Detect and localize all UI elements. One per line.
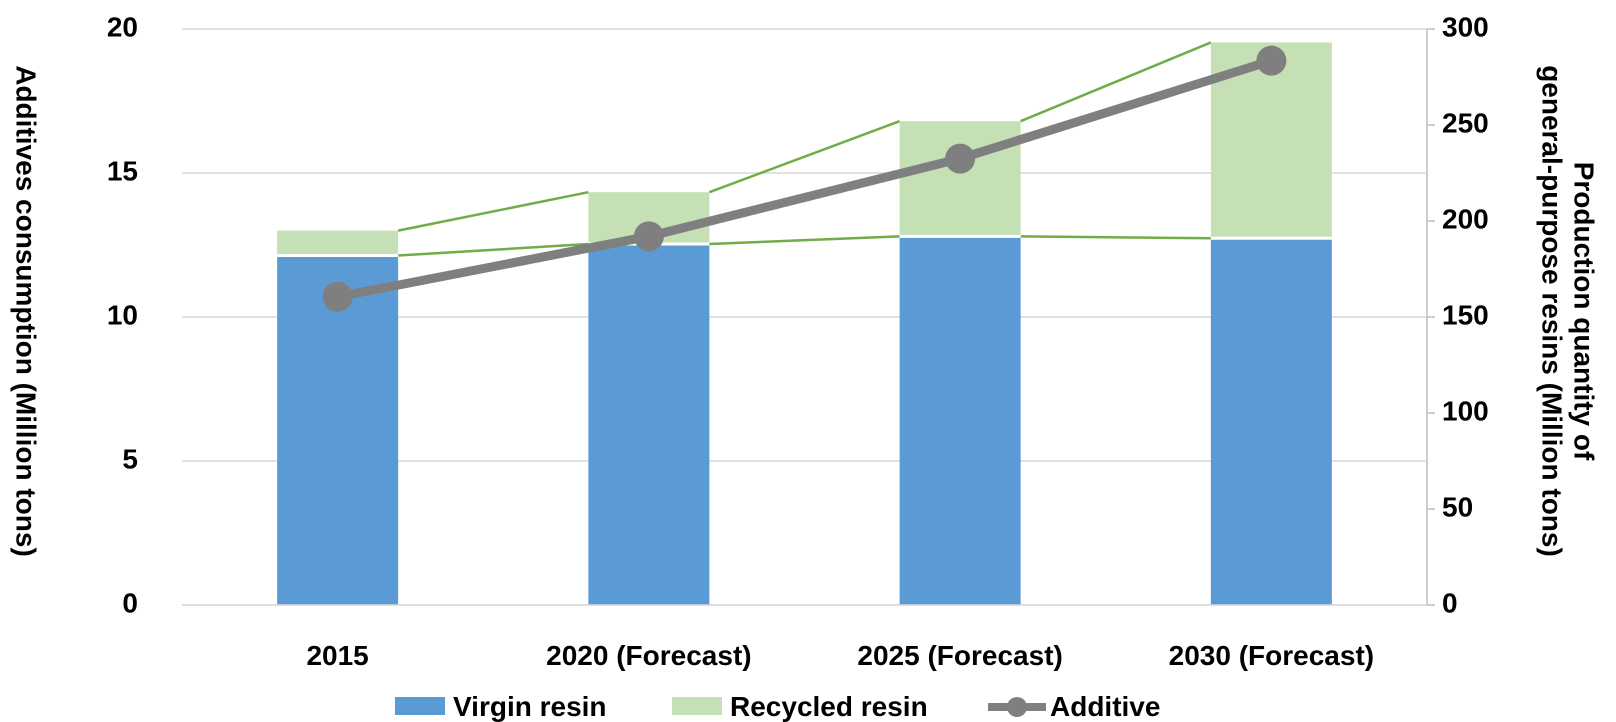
legend: Virgin resin Recycled resin Additive bbox=[395, 691, 1160, 722]
additive-point bbox=[322, 281, 353, 312]
right-tick-label: 200 bbox=[1442, 203, 1489, 234]
left-tick-label: 5 bbox=[122, 443, 138, 474]
x-axis-ticks: 2015 2020 (Forecast) 2025 (Forecast) 2030 (… bbox=[306, 640, 1374, 671]
additive-point bbox=[633, 221, 664, 252]
left-tick-label: 0 bbox=[122, 587, 138, 618]
left-tick-label: 20 bbox=[107, 11, 138, 42]
x-tick-label: 2025 (Forecast) bbox=[857, 640, 1062, 671]
legend-swatch-additive-marker bbox=[1007, 697, 1027, 717]
bar-recycled-resin bbox=[277, 230, 399, 256]
legend-label-virgin-resin: Virgin resin bbox=[453, 691, 607, 722]
left-axis-title: Additives consumption (Million tons) bbox=[11, 65, 42, 557]
left-axis-ticks: 0 5 10 15 20 bbox=[107, 11, 138, 618]
left-tick-label: 10 bbox=[107, 299, 138, 330]
x-tick-label: 2015 bbox=[306, 640, 368, 671]
series-line-middle bbox=[709, 235, 900, 246]
right-tick-label: 100 bbox=[1442, 395, 1489, 426]
legend-swatch-recycled-resin bbox=[672, 697, 722, 715]
legend-label-recycled-resin: Recycled resin bbox=[730, 691, 928, 722]
series-line-top bbox=[397, 190, 589, 232]
series-line-middle bbox=[398, 242, 589, 257]
right-axis-title-line1: Production quantity of bbox=[1569, 162, 1600, 461]
legend-swatch-virgin-resin bbox=[395, 697, 445, 715]
bar-virgin-resin bbox=[277, 255, 399, 605]
additive-line bbox=[336, 56, 1273, 302]
bars bbox=[277, 42, 1332, 606]
bar-virgin-resin bbox=[899, 236, 1021, 606]
x-tick-label: 2030 (Forecast) bbox=[1169, 640, 1374, 671]
right-tick-label: 0 bbox=[1442, 587, 1458, 618]
series-connector-lines bbox=[397, 41, 1212, 257]
bar-virgin-resin bbox=[588, 244, 710, 606]
right-tick-label: 250 bbox=[1442, 107, 1489, 138]
bar-virgin-resin bbox=[1210, 238, 1332, 605]
legend-label-additive: Additive bbox=[1050, 691, 1160, 722]
right-tick-label: 300 bbox=[1442, 11, 1489, 42]
series-line-top bbox=[1020, 41, 1212, 123]
right-tick-label: 50 bbox=[1442, 491, 1473, 522]
right-tick-label: 150 bbox=[1442, 299, 1489, 330]
right-axis-title-line2: general-purpose resins (Million tons) bbox=[1537, 65, 1568, 557]
right-axis-ticks: 0 50 100 150 200 250 300 bbox=[1442, 11, 1489, 618]
axes bbox=[182, 28, 1435, 606]
additive-point bbox=[945, 143, 976, 174]
series-line-middle bbox=[1020, 235, 1211, 240]
series-line-top bbox=[708, 119, 901, 194]
left-tick-label: 15 bbox=[107, 155, 138, 186]
bar-recycled-resin bbox=[899, 121, 1021, 237]
additive-point bbox=[1256, 45, 1287, 76]
x-tick-label: 2020 (Forecast) bbox=[546, 640, 751, 671]
additive-line-series bbox=[322, 45, 1287, 312]
